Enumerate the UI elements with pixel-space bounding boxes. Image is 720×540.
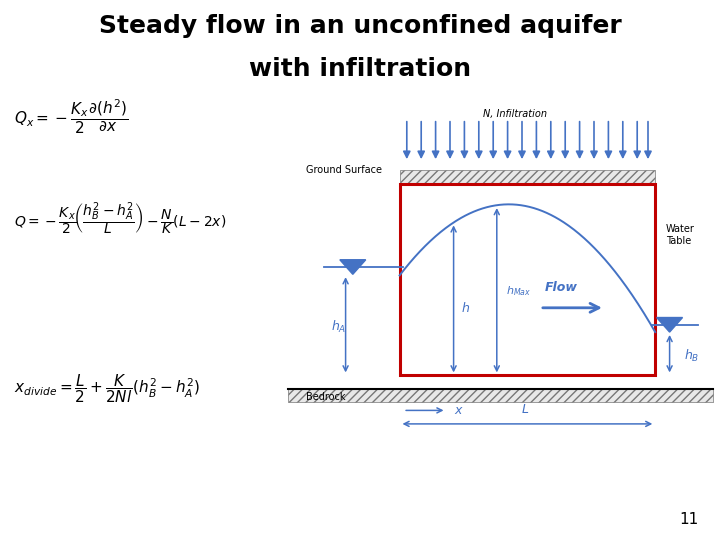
- Text: $Q_x = -\dfrac{K_x}{2}\dfrac{\partial(h^2)}{\partial x}$: $Q_x = -\dfrac{K_x}{2}\dfrac{\partial(h^…: [14, 97, 129, 136]
- Text: Ground Surface: Ground Surface: [306, 165, 382, 175]
- Text: $h_A$: $h_A$: [330, 319, 346, 335]
- Text: $h_{Max}$: $h_{Max}$: [506, 285, 531, 299]
- Text: $h_B$: $h_B$: [684, 348, 699, 364]
- Text: $L$: $L$: [521, 403, 530, 416]
- Bar: [400, 184, 655, 375]
- Text: N, Infiltration: N, Infiltration: [483, 109, 546, 119]
- Text: $x_{divide} = \dfrac{L}{2} + \dfrac{K}{2Nl}(h_B^2 - h_A^2)$: $x_{divide} = \dfrac{L}{2} + \dfrac{K}{2…: [14, 373, 200, 406]
- Text: Flow: Flow: [545, 281, 578, 294]
- Text: $Q = -\dfrac{K_x}{2}\!\left(\dfrac{h_B^2 - h_A^2}{L}\right) - \dfrac{N}{K}(L - 2: $Q = -\dfrac{K_x}{2}\!\left(\dfrac{h_B^2…: [14, 200, 227, 237]
- Text: $x$: $x$: [454, 404, 464, 417]
- Polygon shape: [340, 260, 366, 274]
- Text: Steady flow in an unconfined aquifer: Steady flow in an unconfined aquifer: [99, 14, 621, 37]
- Bar: [400, 170, 655, 184]
- Polygon shape: [657, 318, 683, 332]
- Text: Water
Table: Water Table: [666, 224, 695, 246]
- Bar: [288, 389, 713, 402]
- Text: with infiltration: with infiltration: [249, 57, 471, 80]
- Text: 11: 11: [679, 511, 698, 526]
- Text: $h$: $h$: [461, 301, 470, 315]
- Text: Bedrock: Bedrock: [306, 392, 346, 402]
